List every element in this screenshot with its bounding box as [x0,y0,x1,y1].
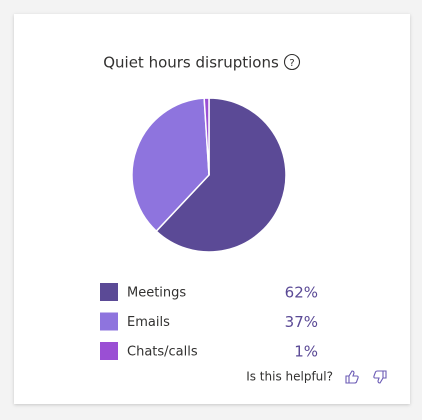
pie [131,97,287,253]
chart-title: Quiet hours disruptions [103,54,279,72]
legend-label: Chats/calls [127,345,198,360]
thumbs-up-button[interactable] [345,370,359,384]
legend-swatch [100,283,118,301]
svg-text:?: ? [289,58,294,69]
value-label: 62% [285,284,318,302]
legend-label: Meetings [127,286,186,301]
help-icon[interactable]: ? [283,53,301,71]
value-label: 1% [294,343,318,361]
legend-swatch [100,342,118,360]
pie-slice [155,97,287,253]
legend-swatch [100,312,118,331]
value-label: 37% [285,313,318,331]
pie-slice [131,97,210,233]
pie-slice [203,97,210,176]
legend-label: Emails [127,315,170,330]
feedback-prompt: Is this helpful? [246,370,333,384]
legend: Meetings 62% Emails 37% Chats/calls 1% [100,283,318,361]
thumbs-down-button[interactable] [373,370,387,384]
